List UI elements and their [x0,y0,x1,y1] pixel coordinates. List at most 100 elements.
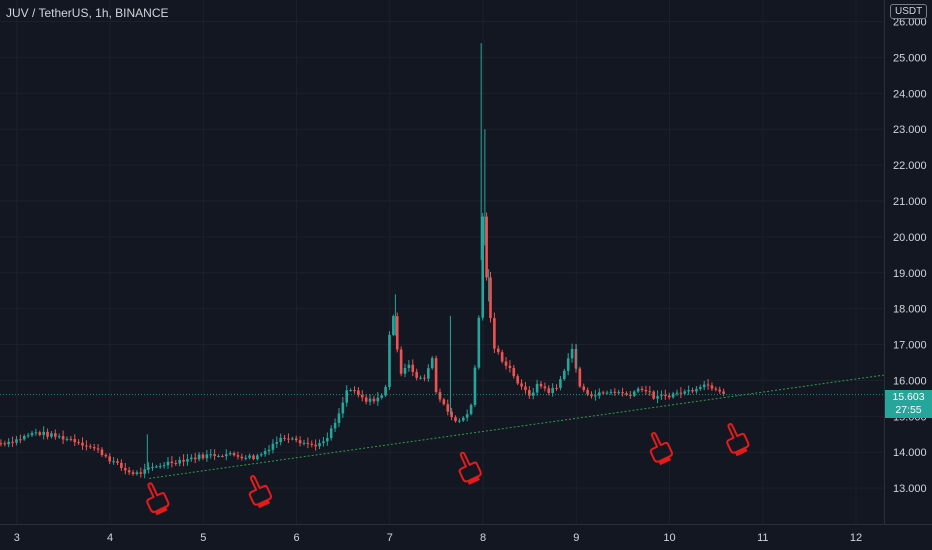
candle-body [236,455,240,457]
candle-body [644,390,648,392]
price-tick-label: 26.000 [893,17,927,29]
candle-body [403,368,407,374]
candle-body [224,454,228,457]
time-tick-label: 7 [387,532,393,544]
candle-body [7,441,11,445]
candle-body [613,391,617,393]
candle-body [469,404,473,415]
candle-body [294,438,298,441]
hand-outline [726,423,750,454]
candle-body [570,349,574,359]
candle-body [193,457,197,460]
candle-body [489,277,492,319]
candle-body [500,352,504,362]
candle-body [69,438,73,440]
pointing-hand-icon [649,432,673,466]
candle-body [555,387,558,389]
candle-body [135,472,139,474]
candle-body [632,391,636,396]
price-tick-label: 24.000 [893,88,927,100]
candle-body [15,439,18,443]
candle-body [104,455,108,457]
candle-body [364,397,368,402]
candle-body [601,392,605,394]
pointing-hand-icon [146,482,170,516]
candle-body [77,442,80,444]
candle-body [112,461,115,463]
candle-body [275,441,279,444]
candle-body [597,392,601,396]
price-tick-label: 18.000 [893,304,927,316]
candle-body [244,457,248,459]
candle-body [450,411,453,418]
candle-body [594,395,597,397]
price-tick-label: 17.000 [893,340,927,352]
candle-body [465,414,469,418]
candle-body [415,371,418,378]
price-axis: 13.00014.00015.00016.00017.00018.00019.0… [893,17,927,496]
time-tick-label: 5 [200,532,206,544]
time-tick-label: 10 [663,532,675,544]
candle-body [566,358,570,371]
candle-body [407,364,411,369]
candle-body [477,317,481,368]
candle-body [73,439,77,443]
candle-body [539,383,543,387]
candle-body [19,439,22,441]
hand-outline [146,482,170,513]
bar-countdown: 27:55 [895,404,922,416]
candle-body [30,432,34,436]
candle-body [504,361,508,366]
candle-body [679,392,683,394]
candle-body [388,334,391,387]
candle-body [217,456,220,458]
candle-body [341,402,345,414]
candle-body [221,456,224,458]
candle-body [279,437,282,442]
candle-body [326,438,329,442]
candle-body [376,397,380,402]
candle-body [372,398,376,402]
candle-body [170,461,174,464]
candle-body [586,389,589,395]
candle-body [100,449,104,456]
candle-body [0,443,3,445]
pointing-hand-icon [726,423,750,457]
candle-body [384,386,387,396]
candle-body [54,433,57,437]
candle-body [458,420,461,422]
candle-body [438,392,442,400]
candle-body [353,390,356,392]
candle-body [158,466,162,468]
candle-body [380,395,383,398]
candle-body [306,442,310,444]
candle-body [298,440,302,444]
candle-body [318,443,321,447]
candle-body [267,449,271,452]
candle-body [322,441,325,444]
candle-body [547,388,551,393]
candle-body [85,445,88,447]
candle-body [625,393,628,395]
candle-body [493,318,496,349]
candle-body [333,422,337,429]
candle-body [131,472,135,474]
currency-unit-button[interactable]: USDT [890,4,928,19]
candle-body [660,395,663,397]
candle-body [427,368,430,379]
candle-body [520,383,523,387]
candle-body [698,387,702,389]
candle-body [178,459,181,464]
candle-body [360,394,364,398]
candle-body [563,370,566,380]
candle-body [559,379,562,388]
candle-body [531,392,535,396]
candle-body [283,437,286,439]
hand-cuff [658,456,672,466]
candle-body [664,395,667,397]
hand-outline [458,451,482,483]
candle-body [528,390,531,396]
candle-body [11,441,14,443]
grid-lines [0,0,884,524]
